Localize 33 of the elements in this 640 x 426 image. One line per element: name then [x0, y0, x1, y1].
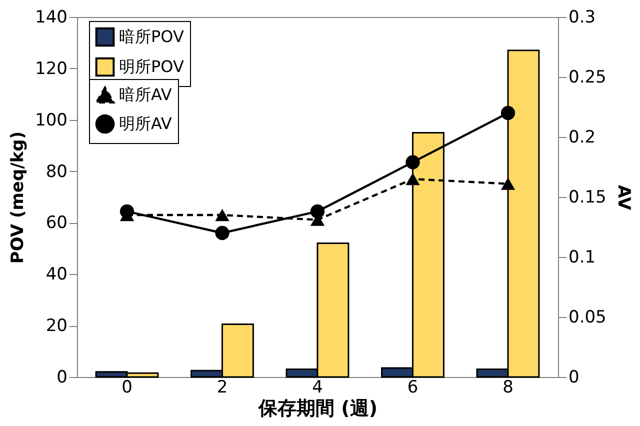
x-tick-label: 8 — [502, 378, 514, 398]
y-tick-label: 100 — [35, 110, 68, 130]
x-tick-label: 0 — [122, 378, 132, 398]
point — [310, 204, 325, 218]
point — [500, 178, 516, 190]
point — [120, 204, 134, 218]
y2-tick-label: 0.15 — [568, 188, 606, 208]
y2-tick-label: 0.25 — [568, 68, 606, 88]
x-tick-label: 4 — [312, 378, 323, 398]
y2-axis-title: AV — [613, 184, 634, 211]
point — [215, 208, 230, 222]
y-axis-title: POV (meq/kg) — [8, 131, 28, 264]
point — [500, 106, 516, 120]
legend-label: 明所POV — [119, 57, 184, 76]
y2-tick-label: 0.2 — [568, 128, 596, 148]
y-tick-label: 20 — [46, 316, 68, 336]
x-tick-label: 6 — [407, 378, 418, 398]
legend-label: 明所AV — [119, 114, 172, 133]
y-tick-label: 60 — [46, 213, 68, 234]
legend-label: 暗所POV — [119, 27, 184, 46]
point — [406, 172, 420, 186]
y-tick-label: 140 — [35, 8, 68, 28]
point — [215, 226, 230, 240]
y-tick-label: 80 — [46, 162, 68, 182]
x-axis-title: 保存期間 (週) — [258, 398, 378, 420]
point — [406, 155, 420, 170]
y-tick-label: 40 — [46, 264, 68, 285]
legend-label: 暗所AV — [119, 85, 172, 104]
y2-tick-label: 0.05 — [568, 308, 606, 328]
y2-tick-label: 0.3 — [568, 8, 596, 28]
y2-tick-label: 0.1 — [568, 248, 596, 268]
x-tick-label: 2 — [216, 378, 228, 398]
y-tick-label: 120 — [35, 58, 68, 79]
